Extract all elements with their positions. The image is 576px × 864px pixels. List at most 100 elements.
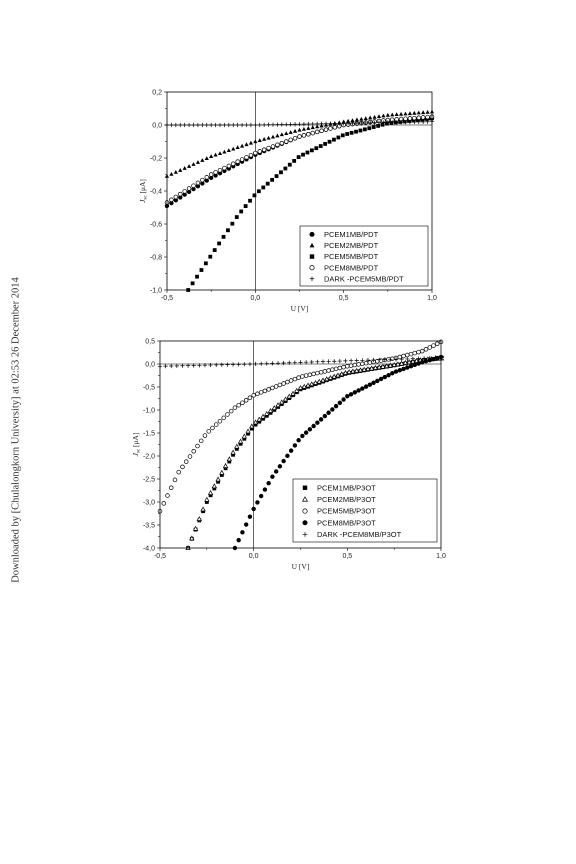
data-point xyxy=(279,170,283,175)
data-point xyxy=(310,130,316,136)
y-tick-label: -1,0 xyxy=(143,408,155,415)
data-point xyxy=(412,110,417,115)
data-point xyxy=(243,397,249,403)
data-point xyxy=(315,124,320,129)
data-point xyxy=(255,500,260,505)
data-point xyxy=(410,358,416,364)
data-point xyxy=(264,361,269,366)
data-point xyxy=(221,234,226,239)
data-point xyxy=(371,125,376,129)
data-point xyxy=(186,164,192,168)
data-point xyxy=(403,116,408,121)
data-point xyxy=(372,364,379,370)
data-point xyxy=(226,228,230,233)
data-point xyxy=(253,422,258,427)
data-point xyxy=(236,362,241,367)
data-point xyxy=(242,362,247,367)
legend-marker xyxy=(302,532,308,537)
pdt-chart: -0,5 0,0 0,5 1,0 0,2 0,0 -0,2 -0,4 -0,6 -0,8 -1,0 U… xyxy=(138,90,437,314)
data-point xyxy=(376,364,382,370)
y-tick-label: -2,0 xyxy=(143,454,155,461)
data-point xyxy=(388,357,393,362)
data-point xyxy=(354,129,358,134)
data-point xyxy=(397,368,402,373)
data-point xyxy=(343,358,348,363)
data-point xyxy=(247,395,253,401)
data-point xyxy=(261,147,267,153)
data-point xyxy=(421,110,426,115)
data-point xyxy=(187,454,193,459)
data-point xyxy=(266,480,271,486)
data-point xyxy=(326,368,331,373)
data-point xyxy=(200,506,206,512)
y-tick-label: -0,5 xyxy=(143,385,155,392)
plot-area xyxy=(164,109,435,292)
data-point xyxy=(168,485,174,490)
data-point xyxy=(173,194,179,200)
data-point xyxy=(281,458,286,464)
data-point xyxy=(422,356,427,361)
data-point xyxy=(381,113,386,118)
data-point xyxy=(319,128,324,134)
data-point xyxy=(191,162,196,166)
data-point xyxy=(231,161,236,167)
data-point xyxy=(431,343,436,348)
data-point xyxy=(213,152,218,157)
data-point xyxy=(348,392,354,397)
data-point xyxy=(200,122,205,128)
data-point xyxy=(231,452,235,457)
data-point xyxy=(199,268,204,272)
data-point xyxy=(243,522,249,527)
data-point xyxy=(244,122,249,128)
data-point xyxy=(207,490,214,495)
data-point xyxy=(407,119,411,123)
y-tick-label: -0,6 xyxy=(150,222,162,229)
data-point xyxy=(287,360,292,365)
data-point xyxy=(214,362,219,368)
data-point xyxy=(367,360,373,365)
data-point xyxy=(405,352,410,358)
data-point xyxy=(192,525,199,531)
data-point xyxy=(244,142,249,147)
data-point xyxy=(416,115,422,120)
data-point xyxy=(242,436,247,441)
data-point xyxy=(206,429,211,434)
data-point xyxy=(259,361,264,366)
data-point xyxy=(212,248,217,252)
data-point xyxy=(322,413,328,419)
data-point xyxy=(301,126,307,131)
data-point xyxy=(202,363,208,368)
data-point xyxy=(240,400,245,405)
data-point xyxy=(277,464,283,469)
data-point xyxy=(283,166,288,171)
data-point xyxy=(189,535,195,541)
data-point xyxy=(252,419,259,425)
data-point xyxy=(198,438,204,444)
data-point xyxy=(420,359,425,365)
data-point xyxy=(292,159,297,163)
data-point xyxy=(297,122,302,127)
data-point xyxy=(174,363,179,368)
data-point xyxy=(385,121,389,126)
data-point xyxy=(262,137,267,141)
y-tick-label: -0,4 xyxy=(150,189,162,196)
data-point xyxy=(372,114,377,119)
data-point xyxy=(244,155,249,160)
legend-marker xyxy=(309,265,315,271)
data-point xyxy=(248,198,252,203)
data-point xyxy=(222,463,229,468)
data-point xyxy=(248,152,254,158)
data-point xyxy=(359,116,364,121)
data-point xyxy=(226,456,232,462)
data-point xyxy=(249,423,255,429)
data-point xyxy=(309,148,314,153)
data-point xyxy=(239,143,245,148)
data-point xyxy=(281,381,286,386)
data-point xyxy=(222,149,227,154)
data-point xyxy=(236,537,241,543)
y-tick-label: 0,5 xyxy=(145,339,155,346)
data-point xyxy=(345,118,351,123)
data-point xyxy=(195,443,200,449)
data-point xyxy=(301,152,305,157)
